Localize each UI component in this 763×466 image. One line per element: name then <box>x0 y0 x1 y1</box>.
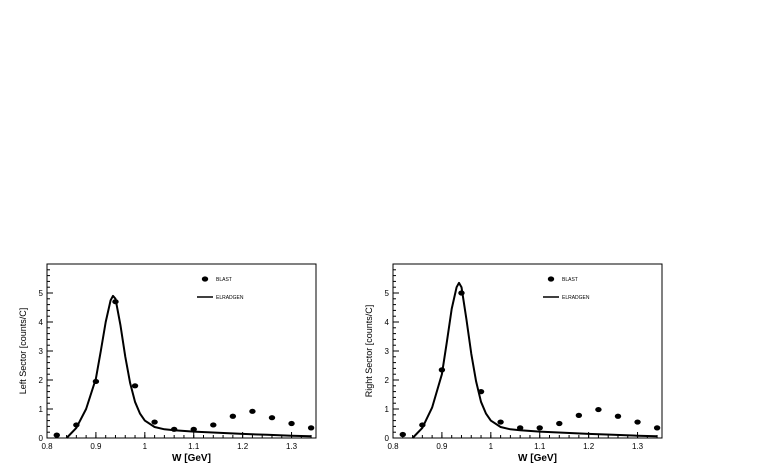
y-tick-label: 4 <box>39 318 44 327</box>
plot-frame <box>46 263 317 439</box>
blast-data-point <box>595 406 602 413</box>
blast-data-point <box>249 408 256 414</box>
y-tick-label: 1 <box>385 405 390 414</box>
blast-data-point <box>151 419 158 425</box>
right-sector-chart: 0.8 0.9 1 1.1 1.2 1.3 0 1 2 3 4 5 W [GeV] Right Secto… <box>364 263 663 464</box>
blast-data-point <box>53 432 60 438</box>
blast-data-point <box>614 413 622 419</box>
blast-data-point <box>307 425 315 431</box>
y-tick-label: 5 <box>39 289 44 298</box>
blast-data-point <box>288 420 295 427</box>
x-tick-label: 1.2 <box>237 442 249 451</box>
y-axis-label: Right Sector [counts/C] <box>364 305 374 398</box>
y-axis-label: Left Sector [counts/C] <box>18 308 28 395</box>
elradgen-curve <box>65 294 312 439</box>
blast-data-point <box>653 425 661 431</box>
x-tick-label: 1.3 <box>286 442 298 451</box>
x-axis-label: W [GeV] <box>172 453 211 464</box>
blast-data-point <box>131 383 139 389</box>
x-tick-label: 1 <box>489 442 494 451</box>
left-sector-chart: 0.8 0.9 1 1.1 1.2 1.3 0 1 2 3 4 5 W [GeV] Left Sector… <box>18 263 317 464</box>
x-tick-label: 1 <box>143 442 148 451</box>
legend-label-blast: BLAST <box>216 277 232 283</box>
x-tick-label: 1.1 <box>188 442 200 451</box>
y-tick-label: 3 <box>385 347 390 356</box>
x-axis-label: W [GeV] <box>518 453 557 464</box>
y-tick-label: 1 <box>39 405 44 414</box>
blast-data-point <box>556 420 563 427</box>
y-tick-label: 3 <box>39 347 44 356</box>
elradgen-curve <box>411 281 658 439</box>
x-tick-label: 0.9 <box>436 442 448 451</box>
y-tick-label: 0 <box>385 434 390 443</box>
x-tick-label: 0.8 <box>41 442 53 451</box>
blast-data-point <box>268 415 276 421</box>
y-tick-label: 2 <box>385 376 390 385</box>
x-tick-label: 1.2 <box>583 442 595 451</box>
y-tick-label: 0 <box>39 434 44 443</box>
blast-data-point <box>399 431 406 438</box>
blast-data-point <box>634 419 641 425</box>
legend-label-blast: BLAST <box>562 277 578 283</box>
blast-data-point <box>497 419 504 425</box>
y-tick-label: 5 <box>385 289 390 298</box>
blast-data-point <box>229 413 237 419</box>
legend-marker-blast <box>547 276 555 282</box>
blast-data-point <box>210 422 217 428</box>
legend-marker-blast <box>201 276 209 282</box>
x-tick-label: 0.9 <box>90 442 102 451</box>
x-tick-label: 1.1 <box>534 442 546 451</box>
y-tick-label: 4 <box>385 318 390 327</box>
legend-label-elradgen: ELRADGEN <box>562 295 590 301</box>
x-tick-label: 0.8 <box>387 442 399 451</box>
plot-frame <box>392 263 663 439</box>
y-tick-label: 2 <box>39 376 44 385</box>
blast-data-point <box>536 425 543 431</box>
legend-label-elradgen: ELRADGEN <box>216 295 244 301</box>
blast-data-point <box>575 412 583 418</box>
x-tick-label: 1.3 <box>632 442 644 451</box>
